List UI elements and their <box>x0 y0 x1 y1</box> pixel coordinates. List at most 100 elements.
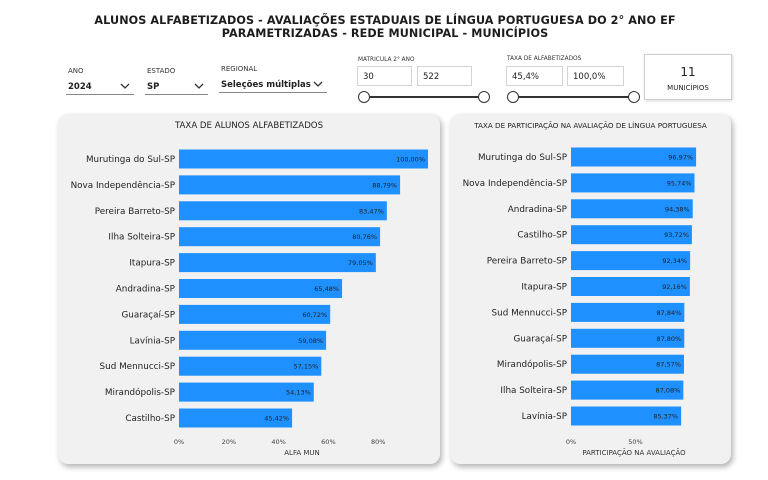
matricula-slider-min-handle[interactable] <box>358 91 370 103</box>
estado-dropdown-value: SP <box>147 82 160 92</box>
participacao-category-label: Nova Independência-SP <box>463 178 567 189</box>
alfabetizados-data-label: 80,76% <box>352 233 377 241</box>
regional-dropdown-value: Seleções múltiplas <box>221 80 311 90</box>
alfabetizados-data-label: 59,08% <box>298 337 323 345</box>
alfabetizados-data-label: 57,15% <box>294 363 319 371</box>
alfabetizados-data-label: 65,48% <box>314 285 339 293</box>
alfabetizados-category-label: Sud Mennucci-SP <box>100 362 175 372</box>
alfabetizados-data-label: 100,00% <box>396 156 425 164</box>
municipios-count-label: MUNICÍPIOS <box>667 84 709 92</box>
alfabetizados-category-label: Lavínia-SP <box>130 336 175 346</box>
participacao-bar <box>571 380 684 400</box>
participacao-data-label: 87,80% <box>656 335 681 343</box>
ano-dropdown-value: 2024 <box>68 82 92 92</box>
taxa-slider-track[interactable] <box>513 96 634 98</box>
participacao-bar <box>571 302 685 322</box>
matricula-slider-max-handle[interactable] <box>478 91 490 103</box>
alfabetizados-x-axis-label: ALFA MUN <box>284 449 320 457</box>
participacao-chart-panel: TAXA DE PARTICIPAÇÃO NA AVALIAÇÃO DE LÍN… <box>450 114 731 464</box>
participacao-data-label: 92,16% <box>662 283 687 291</box>
alfabetizados-x-tick-label: 0% <box>174 438 184 446</box>
participacao-bar <box>571 277 690 296</box>
alfabetizados-x-tick-label: 60% <box>321 438 335 446</box>
participacao-data-label: 92,34% <box>662 257 687 265</box>
taxa-min-input[interactable]: 45,4% <box>506 66 563 86</box>
matricula-min-input[interactable]: 30 <box>357 66 412 86</box>
participacao-category-label: Castilho-SP <box>517 231 567 241</box>
participacao-x-tick-label: 50% <box>628 438 642 446</box>
alfabetizados-bar <box>179 330 327 350</box>
participacao-category-label: Ilha Solteira-SP <box>500 386 567 396</box>
participacao-bar <box>571 251 691 271</box>
chevron-down-icon <box>193 80 205 95</box>
regional-dropdown[interactable]: Seleções múltiplas <box>219 77 327 93</box>
matricula-max-input[interactable]: 522 <box>417 66 472 86</box>
taxa-max-value: 100,0% <box>573 72 606 82</box>
participacao-category-label: Murutinga do Sul-SP <box>478 153 567 163</box>
alfabetizados-x-tick-label: 20% <box>222 438 236 446</box>
alfabetizados-bar <box>179 175 401 195</box>
alfabetizados-x-tick-label: 80% <box>371 438 385 446</box>
participacao-data-label: 94,38% <box>665 205 690 213</box>
alfabetizados-bar <box>179 304 331 324</box>
ano-filter-label: ANO <box>68 67 84 75</box>
participacao-data-label: 93,72% <box>664 231 689 239</box>
alfabetizados-bar <box>179 149 428 169</box>
alfabetizados-data-label: 79,05% <box>348 259 373 267</box>
participacao-data-label: 95,74% <box>667 179 692 187</box>
alfabetizados-category-label: Andradina-SP <box>116 285 175 295</box>
participacao-x-tick-label: 0% <box>566 438 576 446</box>
taxa-min-value: 45,4% <box>512 72 540 82</box>
chevron-down-icon <box>119 80 131 95</box>
municipios-count-value: 11 <box>680 65 696 79</box>
alfabetizados-category-label: Itapura-SP <box>129 259 175 269</box>
matricula-slider-track[interactable] <box>364 96 484 98</box>
alfabetizados-category-label: Castilho-SP <box>125 414 175 424</box>
participacao-data-label: 87,08% <box>656 387 681 395</box>
municipios-count-card: 11 MUNICÍPIOS <box>644 54 732 100</box>
alfabetizados-bar <box>179 201 387 221</box>
regional-filter-label: REGIONAL <box>221 65 258 73</box>
participacao-bar <box>571 225 692 245</box>
participacao-category-label: Sud Mennucci-SP <box>492 308 567 318</box>
alfabetizados-bar <box>179 356 322 376</box>
alfabetizados-category-label: Pereira Barreto-SP <box>95 207 175 217</box>
participacao-category-label: Guaraçaí-SP <box>513 334 567 344</box>
participacao-x-axis-label: PARTICIPAÇÃO NA AVALIAÇÃO <box>582 448 686 457</box>
participacao-bar <box>571 328 685 348</box>
alfabetizados-chart-panel: TAXA DE ALUNOS ALFABETIZADOS Murutinga d… <box>58 114 440 464</box>
alfabetizados-category-label: Ilha Solteira-SP <box>108 233 175 243</box>
participacao-data-label: 85,37% <box>653 413 678 421</box>
matricula-min-value: 30 <box>363 72 374 82</box>
alfabetizados-category-label: Nova Independência-SP <box>71 180 175 191</box>
estado-dropdown[interactable]: SP <box>145 79 208 95</box>
matricula-slider-label: MATRICULA 2° ANO <box>358 57 415 63</box>
alfabetizados-data-label: 60,72% <box>302 311 327 319</box>
participacao-data-label: 87,57% <box>656 361 681 369</box>
alfabetizados-bar <box>179 253 376 273</box>
alfabetizados-bar <box>179 408 293 428</box>
participacao-data-label: 96,97% <box>668 154 693 162</box>
ano-dropdown[interactable]: 2024 <box>66 79 134 95</box>
participacao-bar <box>571 173 695 193</box>
participacao-category-label: Pereira Barreto-SP <box>487 257 567 267</box>
alfabetizados-category-label: Murutinga do Sul-SP <box>86 155 175 165</box>
alfabetizados-x-tick-label: 40% <box>271 438 285 446</box>
alfabetizados-chart-title: TAXA DE ALUNOS ALFABETIZADOS <box>174 121 324 131</box>
chevron-down-icon <box>312 78 324 93</box>
participacao-category-label: Lavínia-SP <box>522 412 567 422</box>
taxa-slider-label: TAXA DE ALFABETIZADOS <box>507 56 582 62</box>
alfabetizados-bar <box>179 382 314 402</box>
alfabetizados-category-label: Mirandópolis-SP <box>105 387 175 398</box>
alfabetizados-bar <box>179 279 343 298</box>
participacao-bar <box>571 147 697 167</box>
taxa-slider-min-handle[interactable] <box>507 91 519 103</box>
alfabetizados-bar <box>179 227 381 247</box>
participacao-bar-chart: Murutinga do Sul-SP 96,97% Nova Independên… <box>463 147 697 457</box>
taxa-slider-max-handle[interactable] <box>628 91 640 103</box>
matricula-max-value: 522 <box>423 72 440 82</box>
alfabetizados-data-label: 45,42% <box>264 415 289 423</box>
alfabetizados-category-label: Guaraçaí-SP <box>121 310 175 320</box>
alfabetizados-bar-chart: Murutinga do Sul-SP 100,00% Nova Independê… <box>71 149 428 457</box>
taxa-max-input[interactable]: 100,0% <box>567 66 624 86</box>
